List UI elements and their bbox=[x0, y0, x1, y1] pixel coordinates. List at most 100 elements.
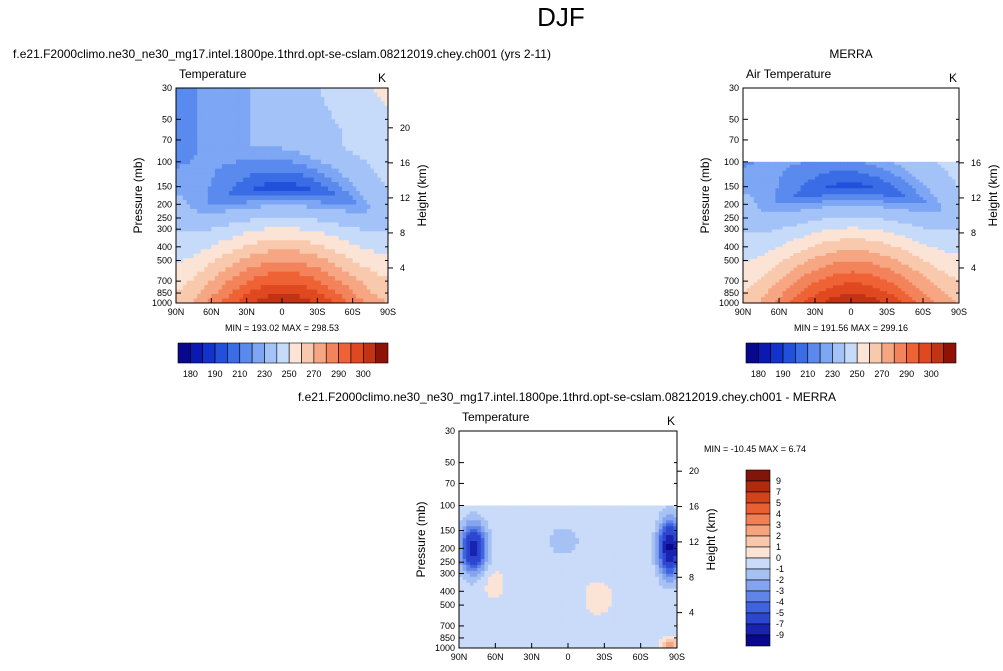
field-cell bbox=[342, 137, 347, 143]
field-cell bbox=[299, 159, 304, 165]
field-cell bbox=[912, 179, 917, 184]
field-cell bbox=[789, 232, 794, 236]
field-cell bbox=[894, 182, 899, 186]
field-cell bbox=[214, 271, 219, 277]
field-cell bbox=[912, 235, 917, 239]
field-cell bbox=[246, 177, 251, 183]
field-cell bbox=[296, 208, 301, 215]
field-cell bbox=[204, 92, 209, 98]
field-cell bbox=[186, 155, 191, 161]
field-cell bbox=[207, 173, 212, 179]
field-cell bbox=[264, 186, 269, 192]
field-cell bbox=[829, 244, 834, 248]
field-cell bbox=[373, 110, 378, 116]
field-cell bbox=[317, 231, 322, 237]
field-cell bbox=[782, 173, 787, 178]
field-cell bbox=[183, 253, 188, 259]
field-cell bbox=[377, 128, 382, 134]
field-cell bbox=[876, 238, 881, 242]
field-cell bbox=[356, 267, 361, 273]
field-cell bbox=[800, 161, 805, 166]
field-cell bbox=[851, 226, 856, 231]
field-cell bbox=[833, 226, 838, 231]
field-cell bbox=[757, 214, 762, 219]
field-cell bbox=[303, 132, 308, 138]
field-cell bbox=[303, 276, 308, 282]
field-cell bbox=[331, 258, 336, 264]
field-cell bbox=[750, 164, 755, 169]
field-cell bbox=[250, 132, 255, 138]
field-cell bbox=[250, 119, 255, 125]
field-cell bbox=[320, 199, 325, 206]
field-cell bbox=[822, 179, 827, 184]
field-cell bbox=[836, 241, 841, 245]
field-cell bbox=[897, 211, 902, 216]
field-cell bbox=[320, 249, 325, 255]
field-cell bbox=[236, 235, 241, 241]
field-cell bbox=[183, 164, 188, 170]
field-cell bbox=[250, 276, 255, 282]
field-cell bbox=[313, 213, 318, 219]
field-cell bbox=[380, 217, 386, 223]
field-cell bbox=[818, 200, 823, 204]
field-cell bbox=[190, 159, 195, 165]
field-cell bbox=[807, 238, 812, 242]
field-cell bbox=[843, 217, 848, 222]
field-cell bbox=[366, 96, 371, 103]
field-cell bbox=[872, 194, 877, 198]
field-cell bbox=[225, 92, 230, 98]
field-cell bbox=[278, 262, 283, 268]
field-cell bbox=[278, 244, 283, 250]
field-cell bbox=[833, 255, 838, 260]
field-cell bbox=[271, 150, 276, 156]
field-cell bbox=[797, 197, 802, 201]
field-cell bbox=[764, 182, 769, 186]
field-cell bbox=[211, 173, 216, 179]
field-cell bbox=[193, 217, 198, 223]
field-cell bbox=[211, 294, 216, 300]
field-cell bbox=[204, 114, 209, 120]
field-cell bbox=[887, 197, 892, 201]
field-cell bbox=[840, 235, 845, 239]
field-cell bbox=[352, 240, 357, 246]
field-cell bbox=[292, 168, 297, 174]
field-cell bbox=[865, 250, 870, 254]
field-cell bbox=[313, 271, 318, 277]
field-cell bbox=[211, 253, 216, 259]
field-cell bbox=[257, 204, 262, 210]
field-cell bbox=[274, 164, 280, 170]
field-cell bbox=[246, 110, 251, 116]
field-cell bbox=[211, 231, 216, 237]
field-cell bbox=[176, 182, 181, 188]
field-cell bbox=[380, 195, 386, 201]
field-cell bbox=[933, 197, 938, 201]
field-cell bbox=[782, 179, 787, 184]
field-cell bbox=[271, 217, 276, 223]
field-cell bbox=[764, 255, 769, 260]
field-cell bbox=[894, 250, 899, 254]
field-cell bbox=[257, 244, 262, 250]
field-cell bbox=[190, 110, 195, 116]
field-cell bbox=[282, 141, 287, 147]
field-cell bbox=[775, 194, 780, 198]
field-cell bbox=[876, 211, 881, 216]
field-cell bbox=[901, 164, 906, 169]
field-cell bbox=[342, 128, 347, 134]
field-cell bbox=[879, 170, 884, 175]
field-cell bbox=[872, 244, 877, 248]
field-cell bbox=[894, 161, 899, 166]
field-cell bbox=[225, 141, 230, 147]
field-cell bbox=[746, 208, 751, 213]
field-cell bbox=[229, 114, 234, 120]
field-cell bbox=[768, 161, 773, 166]
field-cell bbox=[761, 185, 766, 189]
field-cell bbox=[193, 141, 198, 147]
field-cell bbox=[373, 276, 378, 282]
field-cell bbox=[176, 101, 181, 107]
field-cell bbox=[285, 101, 290, 107]
field-cell bbox=[908, 200, 913, 204]
field-cell bbox=[267, 191, 272, 197]
field-cell bbox=[843, 188, 848, 192]
field-cell bbox=[349, 231, 354, 237]
field-cell bbox=[370, 298, 375, 303]
